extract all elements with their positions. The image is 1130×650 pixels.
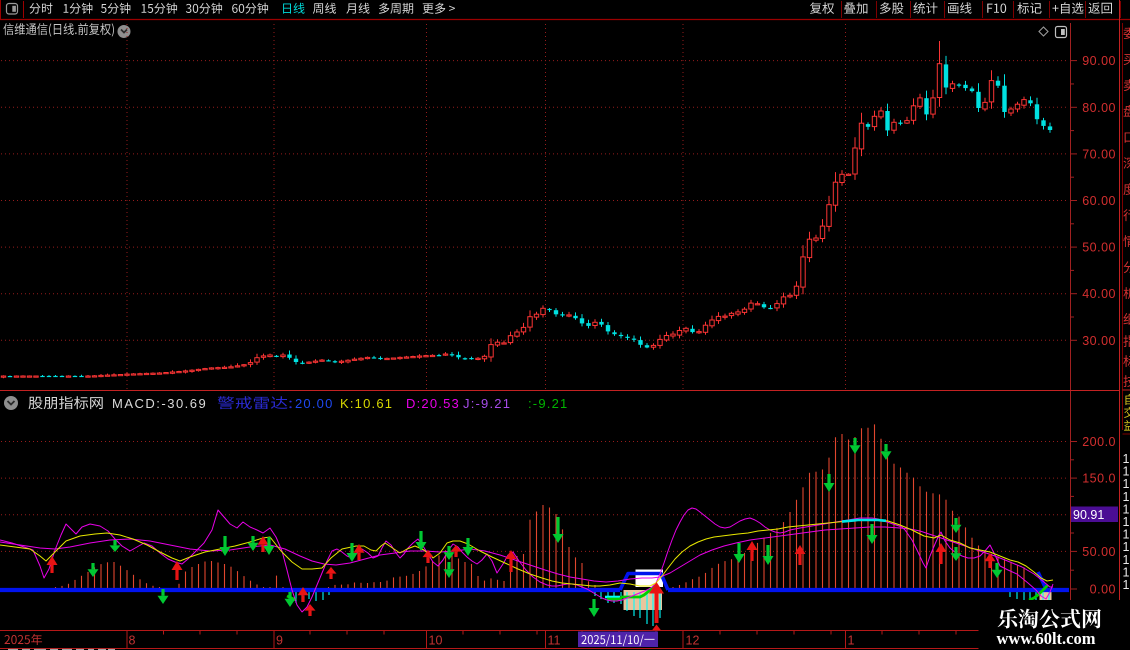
svg-text::-9.21: :-9.21 — [528, 396, 568, 411]
svg-text:0.00: 0.00 — [1090, 583, 1116, 597]
svg-text:50.00: 50.00 — [1082, 241, 1116, 255]
svg-text:1: 1 — [848, 634, 855, 648]
svg-text:1: 1 — [1123, 490, 1130, 504]
svg-text:J:-9.21: J:-9.21 — [463, 396, 511, 411]
svg-text:K:10.61: K:10.61 — [340, 396, 393, 411]
svg-text:1: 1 — [1123, 465, 1130, 479]
svg-text:90.91: 90.91 — [1073, 508, 1104, 522]
svg-text:www.60lt.com: www.60lt.com — [997, 629, 1096, 648]
svg-text:9: 9 — [276, 634, 283, 648]
svg-text:80.00: 80.00 — [1082, 101, 1116, 115]
svg-text:11: 11 — [548, 634, 561, 648]
svg-text:12: 12 — [686, 634, 700, 648]
svg-text:1: 1 — [1123, 528, 1130, 542]
svg-text:1: 1 — [1123, 452, 1130, 466]
svg-text:1: 1 — [1123, 553, 1130, 567]
svg-text:30.00: 30.00 — [1082, 334, 1116, 348]
svg-text:20.00: 20.00 — [295, 396, 334, 411]
svg-text:1: 1 — [1123, 540, 1130, 554]
svg-text:D:20.53: D:20.53 — [406, 396, 460, 411]
svg-text:1: 1 — [1123, 477, 1130, 491]
svg-text:40.00: 40.00 — [1082, 287, 1116, 301]
svg-text:200.0: 200.0 — [1082, 435, 1116, 449]
svg-text:70.00: 70.00 — [1082, 147, 1116, 161]
svg-text:1: 1 — [1123, 502, 1130, 516]
svg-text:8: 8 — [129, 634, 136, 648]
svg-text:1: 1 — [1123, 515, 1130, 529]
svg-text:60.00: 60.00 — [1082, 194, 1116, 208]
svg-text:50.00: 50.00 — [1082, 545, 1116, 559]
svg-text:1: 1 — [1123, 565, 1130, 579]
svg-text:10: 10 — [429, 634, 443, 648]
svg-text:150.0: 150.0 — [1082, 472, 1116, 486]
svg-text:MACD:-30.69: MACD:-30.69 — [112, 396, 207, 411]
svg-text:1: 1 — [1123, 578, 1130, 592]
svg-text:90.00: 90.00 — [1082, 54, 1116, 68]
